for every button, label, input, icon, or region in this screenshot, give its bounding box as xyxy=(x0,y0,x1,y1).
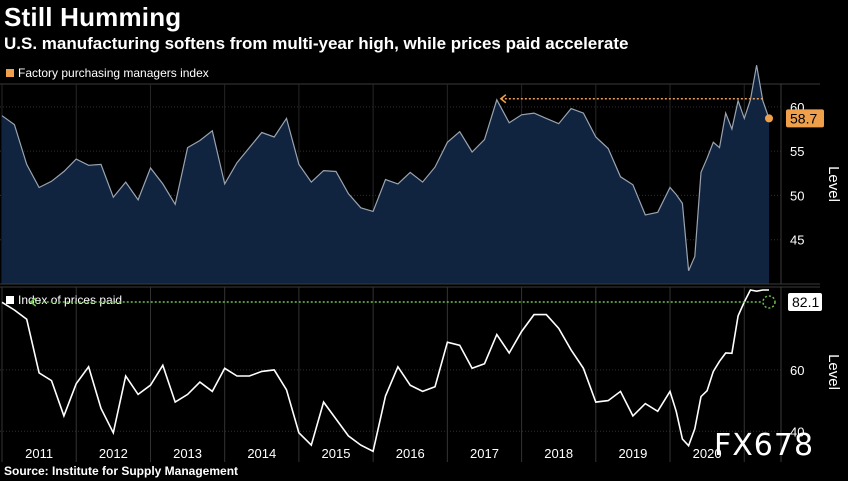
prices-legend-swatch xyxy=(6,296,14,304)
prices-latest-value-badge xyxy=(788,292,822,311)
pmi-annotation-arrowhead xyxy=(499,94,507,104)
prices-latest-value-label: 82.1 xyxy=(792,294,819,310)
pmi-latest-value-badge xyxy=(786,109,824,128)
prices-legend-label: Index of prices paid xyxy=(18,293,122,307)
watermark-logo: FX678 xyxy=(714,428,815,463)
x-axis-year-label: 2017 xyxy=(470,446,499,461)
x-axis-year-label: 2020 xyxy=(693,446,722,461)
pmi-y-tick: 50 xyxy=(790,188,804,203)
x-axis-year-label: 2016 xyxy=(396,446,425,461)
prices-vertical-gridlines xyxy=(1,287,745,462)
pmi-area-fill xyxy=(2,65,769,284)
pmi-latest-value-label: 58.7 xyxy=(790,110,817,126)
source-note: Source: Institute for Supply Management xyxy=(4,464,239,478)
x-axis-year-label: 2018 xyxy=(544,446,573,461)
pmi-latest-point xyxy=(765,114,773,123)
x-axis-year-labels: 2011 2012 2013 2014 2015 2016 2017 2018 2019 2020 xyxy=(25,446,721,461)
x-axis-year-label: 2015 xyxy=(322,446,351,461)
prices-y-tick: 60 xyxy=(790,363,804,378)
prices-y-tick: 40 xyxy=(790,424,804,439)
prices-gridlines xyxy=(0,369,781,432)
x-axis-year-label: 2013 xyxy=(173,446,202,461)
pmi-y-tick: 45 xyxy=(790,233,804,248)
x-axis-year-label: 2012 xyxy=(99,446,128,461)
chart-title: Still Humming xyxy=(4,2,182,32)
chart-subtitle: U.S. manufacturing softens from multi-ye… xyxy=(4,34,629,53)
pmi-y-tick: 55 xyxy=(790,144,804,159)
pmi-legend-label: Factory purchasing managers index xyxy=(18,66,209,80)
prices-series-line xyxy=(1,289,769,453)
prices-annotation-arrowhead xyxy=(29,297,37,307)
pmi-legend-swatch xyxy=(6,69,14,77)
pmi-y-axis-title: Level xyxy=(825,166,842,202)
prices-y-tick-labels: 40 60 xyxy=(790,363,804,439)
x-axis-year-label: 2019 xyxy=(618,446,647,461)
x-axis-year-label: 2014 xyxy=(247,446,276,461)
prices-latest-point xyxy=(762,295,776,309)
x-axis-year-label: 2011 xyxy=(25,446,53,461)
prices-y-axis-title: Level xyxy=(825,354,842,390)
pmi-series-line xyxy=(1,65,770,271)
prices-panel: 40 60 Level Index of prices paid 82.1 201… xyxy=(0,286,842,462)
